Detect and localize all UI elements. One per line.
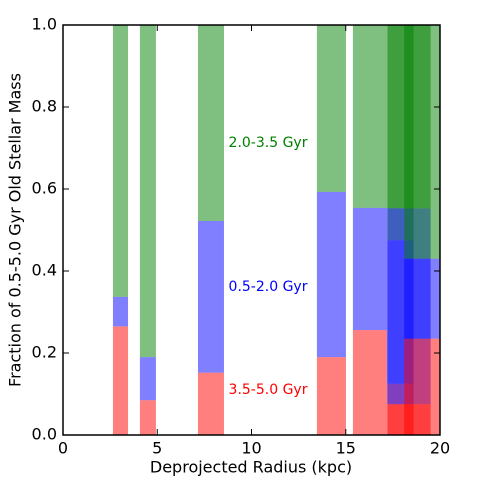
- bar-segment: [316, 191, 346, 358]
- series-label: 0.5-2.0 Gyr: [229, 279, 308, 295]
- bar-segment: [404, 25, 440, 259]
- x-tick-label: 0: [58, 439, 68, 458]
- y-tick-label: 0.6: [32, 179, 57, 198]
- y-tick-label: 0.8: [32, 97, 57, 116]
- x-tick-label: 20: [430, 439, 450, 458]
- bar-segment: [404, 338, 440, 435]
- y-axis-label: Fraction of 0.5-5.0 Gyr Old Stellar Mass: [6, 73, 25, 387]
- bar-segment: [112, 25, 129, 297]
- bar-segment: [404, 258, 440, 339]
- y-tick-label: 0.0: [32, 425, 57, 444]
- series-label: 2.0-3.5 Gyr: [229, 135, 308, 151]
- y-tick-label: 0.4: [32, 261, 57, 280]
- x-tick-label: 10: [241, 439, 261, 458]
- bar-segment: [197, 25, 224, 221]
- series-label: 3.5-5.0 Gyr: [229, 382, 308, 398]
- x-axis-label: Deprojected Radius (kpc): [150, 458, 352, 477]
- bar-segment: [197, 220, 224, 373]
- bar-segment: [139, 400, 156, 435]
- bar-segment: [139, 357, 156, 401]
- y-tick-label: 1.0: [32, 15, 57, 34]
- bar-segment: [316, 357, 346, 435]
- bar-segment: [352, 25, 388, 208]
- bar-segment: [352, 207, 388, 331]
- x-tick-label: 15: [336, 439, 356, 458]
- bar-segment: [316, 25, 346, 192]
- bar-segment: [139, 25, 156, 358]
- x-tick-label: 5: [152, 439, 162, 458]
- y-tick-label: 0.2: [32, 343, 57, 362]
- bar-segment: [112, 296, 129, 327]
- bar-segment: [112, 326, 129, 435]
- bar-segment: [197, 372, 224, 435]
- bar-segment: [352, 330, 388, 435]
